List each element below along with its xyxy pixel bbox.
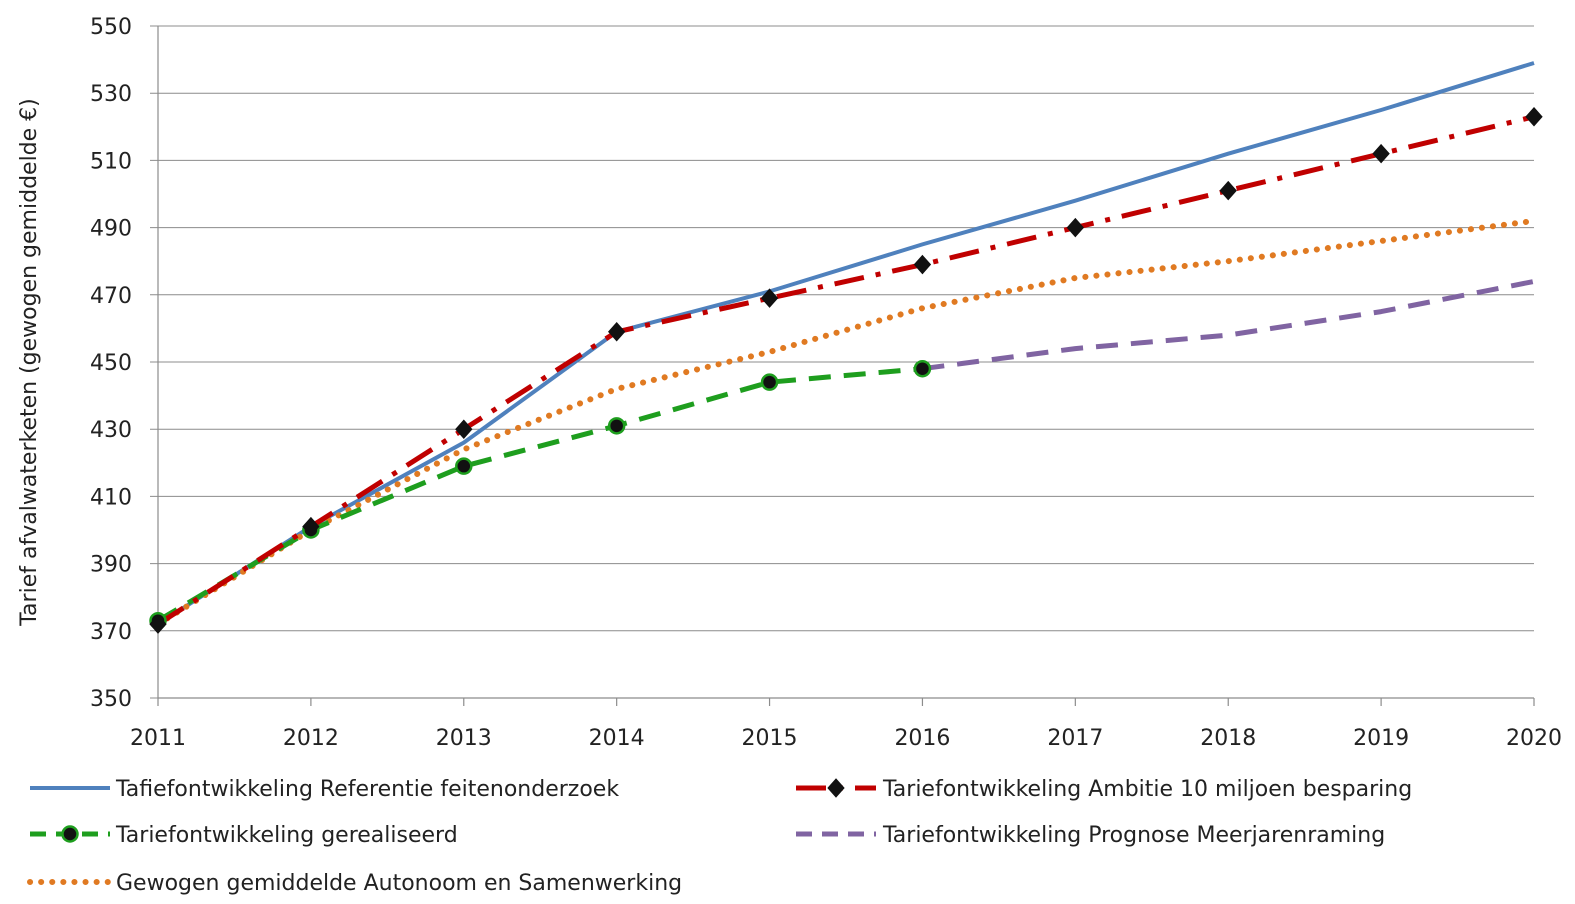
x-tick-label: 2011 [130, 726, 186, 751]
x-tick-label: 2019 [1353, 726, 1409, 751]
x-tick-label: 2020 [1506, 726, 1562, 751]
x-tick-label: 2014 [589, 726, 645, 751]
data-point-series-2 [149, 614, 167, 634]
legend-label-3: Tariefontwikkeling gerealiseerd [115, 823, 458, 848]
series-line-3 [156, 366, 923, 623]
legend-marker-3 [61, 825, 79, 843]
series-markers [149, 106, 1543, 634]
data-point-series-2 [760, 288, 779, 308]
legend-marker-2 [827, 778, 845, 798]
data-point-series-2 [1066, 217, 1084, 238]
x-tick-label: 2018 [1200, 726, 1256, 751]
y-tick-label: 350 [90, 687, 132, 712]
x-tick-label: 2013 [436, 726, 492, 751]
series-line-1 [156, 61, 1535, 626]
legend: Tafiefontwikkeling Referentie feitenonde… [27, 777, 1412, 896]
x-tick-label: 2012 [283, 726, 339, 751]
y-tick-label: 470 [90, 284, 132, 309]
y-tick-label: 550 [90, 15, 132, 40]
data-point-series-2 [607, 322, 626, 342]
y-tick-label: 410 [90, 485, 132, 510]
data-point-series-2 [302, 516, 320, 537]
data-point-series-3 [607, 417, 626, 435]
legend-label-2: Tariefontwikkeling Ambitie 10 miljoen be… [882, 777, 1412, 802]
series-line-2 [156, 114, 1535, 627]
series-line-5 [155, 217, 1537, 628]
data-point-series-3 [913, 359, 932, 378]
y-axis-title: Tarief afvalwaterketen (gewogen gemiddel… [17, 98, 42, 626]
data-point-series-2 [1525, 106, 1543, 127]
y-tick-label: 450 [90, 351, 132, 376]
legend-label-1: Tafiefontwikkeling Referentie feitenonde… [115, 777, 619, 802]
y-tick-label: 430 [90, 418, 132, 443]
data-point-series-2 [913, 254, 932, 275]
x-tick-label: 2015 [742, 726, 798, 751]
y-tick-label: 370 [90, 620, 132, 645]
data-point-series-2 [455, 419, 473, 439]
data-point-series-2 [1372, 143, 1390, 164]
data-point-series-2 [1219, 180, 1237, 201]
x-tick-label: 2016 [894, 726, 950, 751]
data-point-series-3 [760, 373, 779, 391]
data-point-series-3 [455, 457, 473, 475]
legend-label-4: Tariefontwikkeling Prognose Meerjarenram… [882, 823, 1385, 848]
series-lines [155, 61, 1537, 628]
x-tick-label: 2017 [1047, 726, 1103, 751]
y-tick-label: 390 [90, 553, 132, 578]
y-tick-label: 510 [90, 149, 132, 174]
axes: 350 370 390 410 430 450 470 490 510 530 550 2011 201… [90, 15, 1562, 751]
gridlines [150, 25, 1534, 699]
legend-label-5: Gewogen gemiddelde Autonoom en Samenwerk… [116, 871, 682, 896]
y-tick-label: 490 [90, 217, 132, 242]
y-tick-label: 530 [90, 82, 132, 107]
